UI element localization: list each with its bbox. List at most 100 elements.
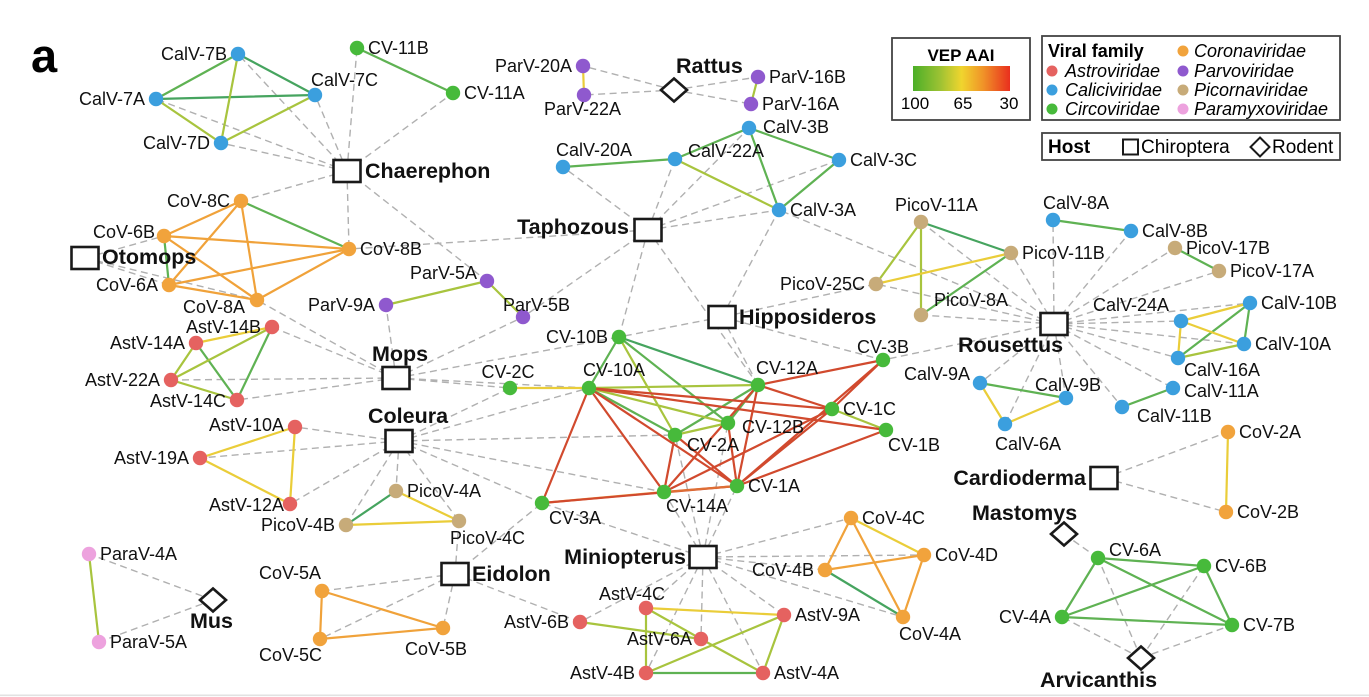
svg-text:Rattus: Rattus bbox=[676, 54, 743, 78]
svg-text:CalV-8A: CalV-8A bbox=[1043, 193, 1109, 213]
svg-text:Caliciviridae: Caliciviridae bbox=[1065, 80, 1162, 100]
svg-text:CoV-8A: CoV-8A bbox=[183, 297, 245, 317]
svg-text:CalV-20A: CalV-20A bbox=[556, 140, 632, 160]
svg-text:CoV-8C: CoV-8C bbox=[167, 191, 230, 211]
svg-text:CalV-11B: CalV-11B bbox=[1137, 406, 1212, 426]
svg-text:CV-2C: CV-2C bbox=[481, 362, 534, 382]
svg-text:CalV-7B: CalV-7B bbox=[161, 44, 227, 64]
svg-text:ParV-16B: ParV-16B bbox=[769, 67, 846, 87]
svg-text:ParV-20A: ParV-20A bbox=[495, 56, 572, 76]
svg-text:CV-14A: CV-14A bbox=[666, 496, 728, 516]
svg-text:AstV-14A: AstV-14A bbox=[110, 333, 185, 353]
svg-text:ParV-9A: ParV-9A bbox=[308, 295, 375, 315]
svg-text:PicoV-17A: PicoV-17A bbox=[1230, 261, 1314, 281]
svg-text:Taphozous: Taphozous bbox=[517, 215, 629, 239]
svg-text:CV-6B: CV-6B bbox=[1215, 556, 1267, 576]
svg-text:CalV-22A: CalV-22A bbox=[688, 141, 764, 161]
svg-text:CV-4A: CV-4A bbox=[999, 607, 1051, 627]
svg-text:CalV-7D: CalV-7D bbox=[143, 133, 210, 153]
svg-text:Paramyxoviridae: Paramyxoviridae bbox=[1194, 99, 1328, 119]
svg-text:Chaerephon: Chaerephon bbox=[365, 159, 490, 183]
svg-text:PicoV-25C: PicoV-25C bbox=[780, 274, 865, 294]
svg-text:CV-1C: CV-1C bbox=[843, 399, 896, 419]
svg-text:PicoV-4C: PicoV-4C bbox=[450, 528, 525, 548]
svg-text:VEP AAI: VEP AAI bbox=[927, 46, 994, 65]
svg-text:CoV-8B: CoV-8B bbox=[360, 239, 422, 259]
svg-text:CV-3B: CV-3B bbox=[857, 337, 909, 357]
svg-text:CoV-4C: CoV-4C bbox=[862, 508, 925, 528]
svg-text:CalV-8B: CalV-8B bbox=[1142, 221, 1208, 241]
svg-text:Parvoviridae: Parvoviridae bbox=[1194, 61, 1294, 81]
svg-text:AstV-4C: AstV-4C bbox=[599, 584, 665, 604]
svg-text:CalV-10A: CalV-10A bbox=[1255, 334, 1331, 354]
svg-text:CalV-9A: CalV-9A bbox=[904, 364, 970, 384]
svg-text:Host: Host bbox=[1048, 137, 1091, 158]
svg-text:CoV-4D: CoV-4D bbox=[935, 545, 998, 565]
svg-text:ParV-16A: ParV-16A bbox=[762, 94, 839, 114]
svg-text:AstV-14B: AstV-14B bbox=[186, 317, 261, 337]
svg-text:AstV-4B: AstV-4B bbox=[570, 663, 635, 683]
svg-text:AstV-6B: AstV-6B bbox=[504, 612, 569, 632]
svg-text:100: 100 bbox=[901, 94, 929, 113]
svg-text:CalV-7A: CalV-7A bbox=[79, 89, 145, 109]
svg-text:65: 65 bbox=[954, 94, 973, 113]
svg-text:PicoV-17B: PicoV-17B bbox=[1186, 238, 1270, 258]
svg-text:Picornaviridae: Picornaviridae bbox=[1194, 80, 1308, 100]
svg-text:Miniopterus: Miniopterus bbox=[564, 545, 686, 569]
svg-text:CV-7B: CV-7B bbox=[1243, 615, 1295, 635]
svg-text:Mops: Mops bbox=[372, 342, 428, 366]
svg-text:Coleura: Coleura bbox=[368, 404, 449, 428]
svg-text:AstV-10A: AstV-10A bbox=[209, 415, 284, 435]
svg-text:CalV-16A: CalV-16A bbox=[1184, 360, 1260, 380]
svg-text:30: 30 bbox=[1000, 94, 1019, 113]
svg-text:CoV-5C: CoV-5C bbox=[259, 645, 322, 665]
svg-text:Eidolon: Eidolon bbox=[472, 562, 551, 586]
svg-text:CV-12A: CV-12A bbox=[756, 358, 818, 378]
svg-text:Rodent: Rodent bbox=[1272, 137, 1334, 158]
svg-text:AstV-12A: AstV-12A bbox=[209, 495, 284, 515]
svg-text:CV-10A: CV-10A bbox=[583, 360, 645, 380]
svg-text:Mus: Mus bbox=[190, 609, 233, 633]
svg-text:CoV-4A: CoV-4A bbox=[899, 624, 961, 644]
svg-text:ParaV-5A: ParaV-5A bbox=[110, 632, 187, 652]
svg-text:Astroviridae: Astroviridae bbox=[1064, 61, 1160, 81]
svg-text:CoV-2B: CoV-2B bbox=[1237, 502, 1299, 522]
svg-text:PicoV-8A: PicoV-8A bbox=[934, 290, 1008, 310]
svg-text:CalV-7C: CalV-7C bbox=[311, 70, 378, 90]
svg-text:CV-11A: CV-11A bbox=[464, 83, 525, 103]
svg-text:CV-10B: CV-10B bbox=[546, 327, 608, 347]
svg-text:ParaV-4A: ParaV-4A bbox=[100, 544, 177, 564]
svg-text:CoV-2A: CoV-2A bbox=[1239, 422, 1301, 442]
svg-text:a: a bbox=[31, 29, 58, 82]
svg-text:CalV-3A: CalV-3A bbox=[790, 200, 856, 220]
svg-text:Circoviridae: Circoviridae bbox=[1065, 99, 1160, 119]
svg-text:ParV-22A: ParV-22A bbox=[544, 99, 621, 119]
svg-text:CalV-6A: CalV-6A bbox=[995, 434, 1061, 454]
svg-text:CV-3A: CV-3A bbox=[549, 508, 601, 528]
svg-text:AstV-6A: AstV-6A bbox=[627, 629, 692, 649]
svg-text:Otomops: Otomops bbox=[102, 245, 196, 269]
svg-text:AstV-19A: AstV-19A bbox=[114, 448, 189, 468]
svg-text:Arvicanthis: Arvicanthis bbox=[1040, 668, 1157, 692]
svg-text:ParV-5B: ParV-5B bbox=[503, 295, 570, 315]
svg-text:CoV-6A: CoV-6A bbox=[96, 275, 158, 295]
svg-text:CV-11B: CV-11B bbox=[368, 38, 429, 58]
svg-text:AstV-9A: AstV-9A bbox=[795, 605, 860, 625]
svg-text:CV-1B: CV-1B bbox=[888, 435, 940, 455]
svg-text:Cardioderma: Cardioderma bbox=[953, 466, 1087, 490]
svg-text:CalV-11A: CalV-11A bbox=[1184, 381, 1259, 401]
svg-text:CV-12B: CV-12B bbox=[742, 417, 804, 437]
svg-text:CoV-4B: CoV-4B bbox=[752, 560, 814, 580]
svg-text:Mastomys: Mastomys bbox=[972, 501, 1077, 525]
svg-text:CalV-9B: CalV-9B bbox=[1035, 375, 1101, 395]
svg-text:Coronaviridae: Coronaviridae bbox=[1194, 41, 1306, 61]
svg-text:Hipposideros: Hipposideros bbox=[739, 305, 876, 329]
svg-text:AstV-22A: AstV-22A bbox=[85, 370, 160, 390]
svg-text:CV-1A: CV-1A bbox=[748, 476, 800, 496]
svg-text:CalV-10B: CalV-10B bbox=[1261, 293, 1337, 313]
svg-text:PicoV-11A: PicoV-11A bbox=[895, 195, 978, 215]
svg-text:Chiroptera: Chiroptera bbox=[1141, 137, 1230, 158]
svg-text:PicoV-11B: PicoV-11B bbox=[1022, 243, 1105, 263]
svg-text:CoV-6B: CoV-6B bbox=[93, 222, 155, 242]
svg-text:Rousettus: Rousettus bbox=[958, 333, 1063, 357]
